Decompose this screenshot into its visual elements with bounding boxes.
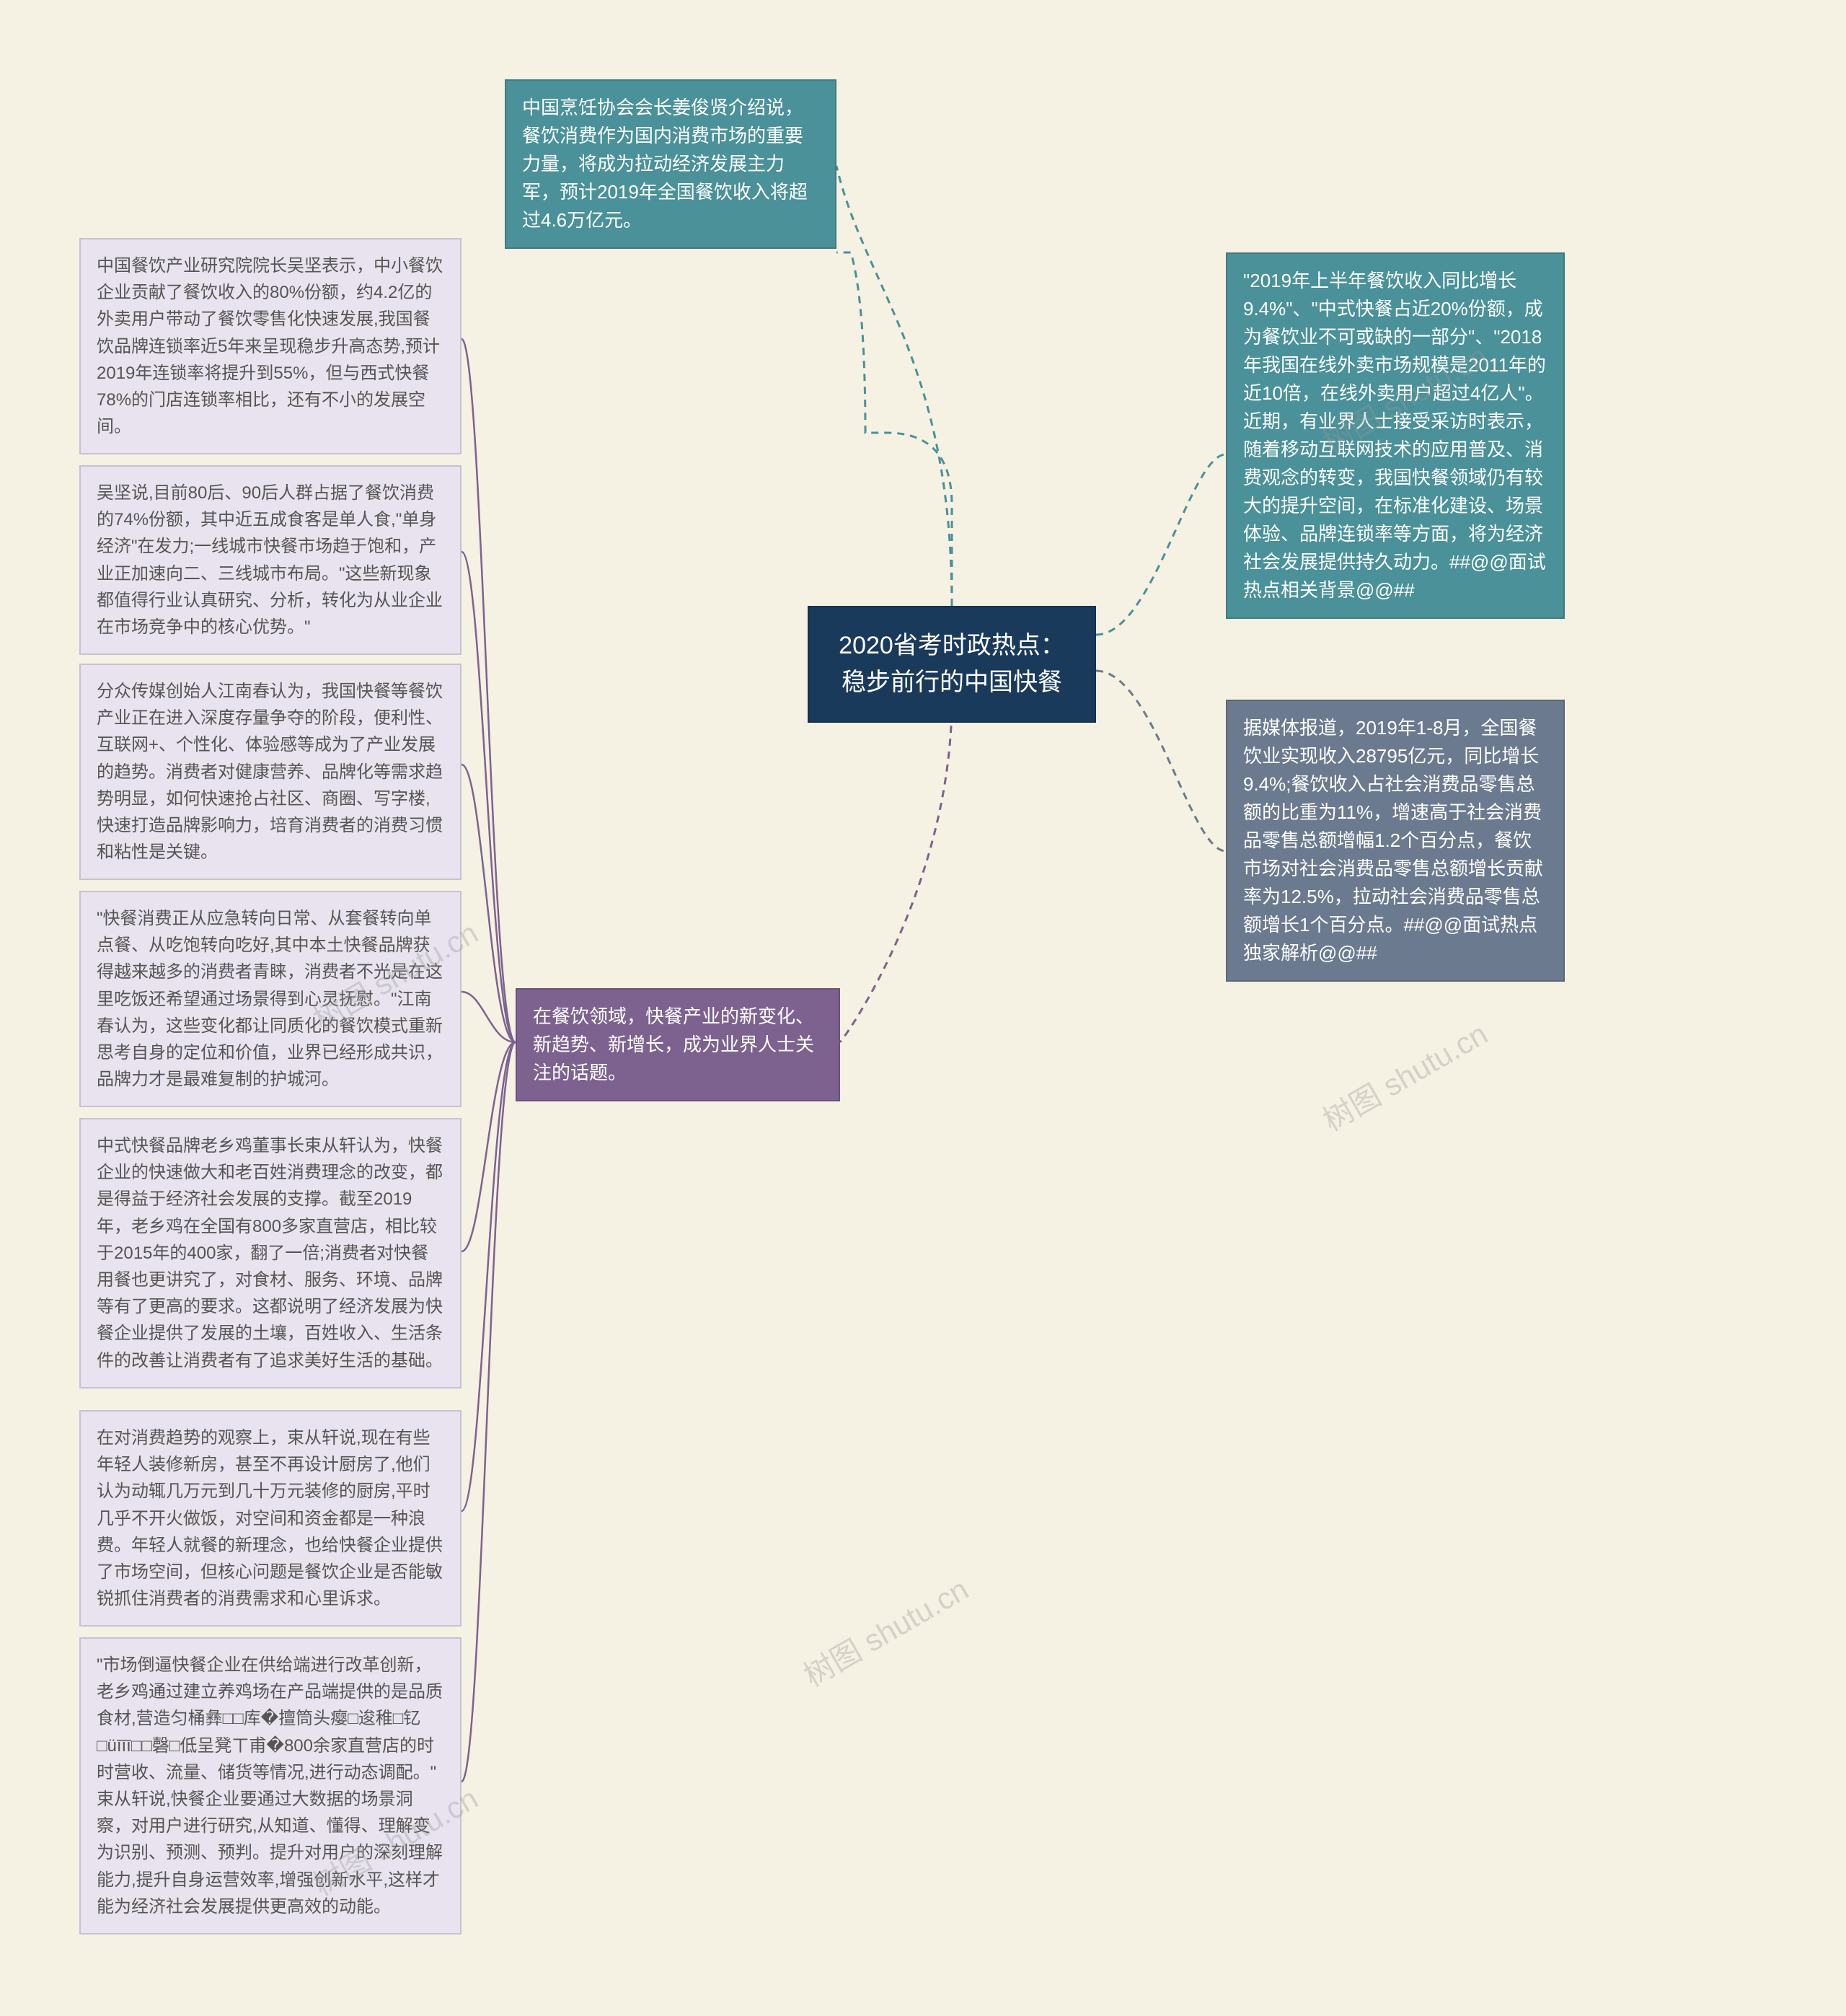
watermark: 树图 shutu.cn bbox=[795, 1565, 976, 1695]
leaf-text: 吴坚说,目前80后、90后人群占据了餐饮消费的74%份额，其中近五成食客是单人食… bbox=[97, 483, 443, 637]
watermark: 树图 shutu.cn bbox=[1314, 1010, 1495, 1140]
branch-bottom: 在餐饮领域，快餐产业的新变化、新趋势、新增长，成为业界人士关注的话题。 bbox=[516, 988, 840, 1101]
branch-right-top: "2019年上半年餐饮收入同比增长9.4%"、"中式快餐占近20%份额，成为餐饮… bbox=[1226, 252, 1565, 619]
center-text: 2020省考时政热点：稳步前行的中国快餐 bbox=[839, 632, 1065, 696]
branch-top-text: 中国烹饪协会会长姜俊贤介绍说，餐饮消费作为国内消费市场的重要力量，将成为拉动经济… bbox=[522, 97, 808, 231]
branch-right-bottom-text: 据媒体报道，2019年1-8月，全国餐饮业实现收入28795亿元，同比增长9.4… bbox=[1243, 717, 1543, 964]
leaf-node: 中国餐饮产业研究院院长吴坚表示，中小餐饮企业贡献了餐饮收入的80%份额，约4.2… bbox=[79, 238, 462, 454]
branch-right-top-text: "2019年上半年餐饮收入同比增长9.4%"、"中式快餐占近20%份额，成为餐饮… bbox=[1243, 270, 1546, 601]
branch-top: 中国烹饪协会会长姜俊贤介绍说，餐饮消费作为国内消费市场的重要力量，将成为拉动经济… bbox=[505, 79, 836, 249]
branch-bottom-text: 在餐饮领域，快餐产业的新变化、新趋势、新增长，成为业界人士关注的话题。 bbox=[533, 1005, 814, 1083]
branch-right-bottom: 据媒体报道，2019年1-8月，全国餐饮业实现收入28795亿元，同比增长9.4… bbox=[1226, 700, 1565, 982]
leaf-text: 中国餐饮产业研究院院长吴坚表示，中小餐饮企业贡献了餐饮收入的80%份额，约4.2… bbox=[97, 256, 443, 436]
leaf-text: 中式快餐品牌老乡鸡董事长束从轩认为，快餐企业的快速做大和老百姓消费理念的改变，都… bbox=[97, 1136, 443, 1370]
leaf-node: "市场倒逼快餐企业在供给端进行改革创新，老乡鸡通过建立养鸡场在产品端提供的是品质… bbox=[79, 1637, 462, 1934]
leaf-text: "快餐消费正从应急转向日常、从套餐转向单点餐、从吃饱转向吃好,其中本土快餐品牌获… bbox=[97, 909, 443, 1089]
leaf-text: 分众传媒创始人江南春认为，我国快餐等餐饮产业正在进入深度存量争夺的阶段，便利性、… bbox=[97, 682, 443, 862]
leaf-node: 在对消费趋势的观察上，束从轩说,现在有些年轻人装修新房，甚至不再设计厨房了,他们… bbox=[79, 1410, 462, 1627]
leaf-node: 吴坚说,目前80后、90后人群占据了餐饮消费的74%份额，其中近五成食客是单人食… bbox=[79, 465, 462, 655]
leaf-text: 在对消费趋势的观察上，束从轩说,现在有些年轻人装修新房，甚至不再设计厨房了,他们… bbox=[97, 1428, 443, 1608]
leaf-node: 分众传媒创始人江南春认为，我国快餐等餐饮产业正在进入深度存量争夺的阶段，便利性、… bbox=[79, 664, 462, 880]
center-node: 2020省考时政热点：稳步前行的中国快餐 bbox=[808, 606, 1096, 723]
leaf-node: 中式快餐品牌老乡鸡董事长束从轩认为，快餐企业的快速做大和老百姓消费理念的改变，都… bbox=[79, 1118, 462, 1388]
leaf-text: "市场倒逼快餐企业在供给端进行改革创新，老乡鸡通过建立养鸡场在产品端提供的是品质… bbox=[97, 1655, 443, 1916]
leaf-node: "快餐消费正从应急转向日常、从套餐转向单点餐、从吃饱转向吃好,其中本土快餐品牌获… bbox=[79, 891, 462, 1107]
